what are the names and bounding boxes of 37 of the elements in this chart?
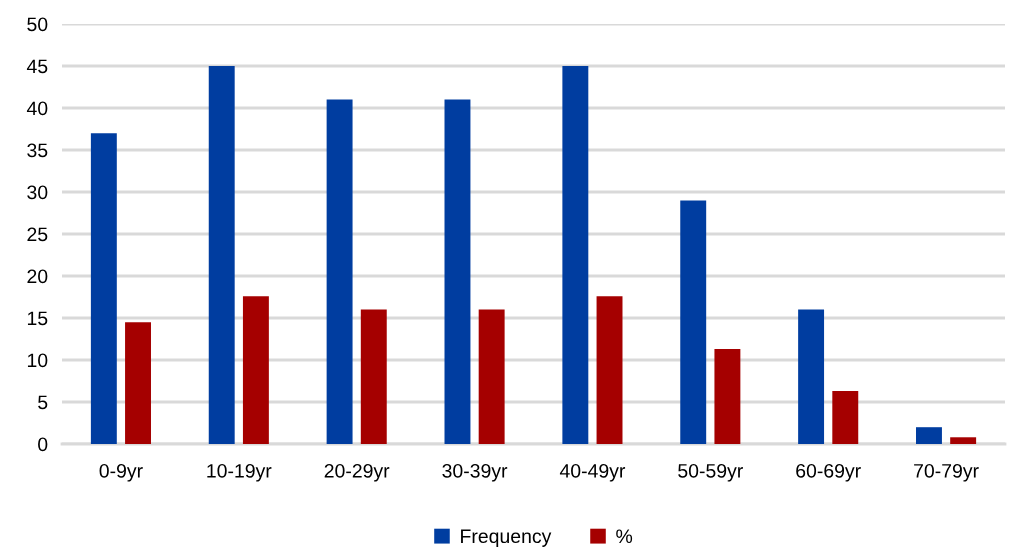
y-tick-label: 30 bbox=[27, 185, 48, 200]
x-tick-label: 70-79yr bbox=[914, 463, 979, 482]
y-tick-label: 10 bbox=[27, 353, 48, 368]
y-tick-label: 45 bbox=[26, 59, 48, 74]
legend-label: % bbox=[616, 529, 633, 544]
x-tick-label: 40-49yr bbox=[559, 463, 626, 482]
bar bbox=[596, 296, 623, 444]
y-tick-label: 35 bbox=[27, 143, 48, 158]
bar bbox=[680, 200, 707, 444]
bar bbox=[326, 99, 353, 444]
x-tick-label: 50-59yr bbox=[678, 463, 743, 482]
y-tick-label: 15 bbox=[27, 311, 48, 326]
x-tick-label: 20-29yr bbox=[324, 463, 390, 482]
legend-label: Frequency bbox=[461, 529, 552, 547]
bar bbox=[798, 309, 825, 444]
bar bbox=[832, 391, 859, 444]
x-tick-label: 0-9yr bbox=[99, 463, 143, 482]
bar bbox=[125, 322, 151, 444]
bar bbox=[208, 66, 235, 444]
bar bbox=[242, 296, 269, 444]
bar bbox=[360, 309, 387, 444]
bar bbox=[562, 66, 589, 444]
y-tick-label: 50 bbox=[27, 17, 48, 32]
y-tick-label: 40 bbox=[26, 101, 48, 116]
y-tick-label: 20 bbox=[27, 269, 48, 284]
y-tick-label: 0 bbox=[38, 437, 48, 452]
x-tick-label: 30-39yr bbox=[442, 463, 508, 482]
bar bbox=[950, 437, 977, 444]
y-tick-label: 5 bbox=[38, 395, 48, 410]
y-tick-label: 25 bbox=[27, 227, 48, 242]
x-tick-label: 10-19yr bbox=[207, 463, 272, 482]
bar bbox=[916, 427, 942, 444]
bar bbox=[478, 309, 505, 444]
bar bbox=[90, 133, 117, 444]
x-tick-label: 60-69yr bbox=[796, 463, 861, 482]
bar bbox=[714, 349, 741, 444]
bar bbox=[444, 99, 471, 444]
